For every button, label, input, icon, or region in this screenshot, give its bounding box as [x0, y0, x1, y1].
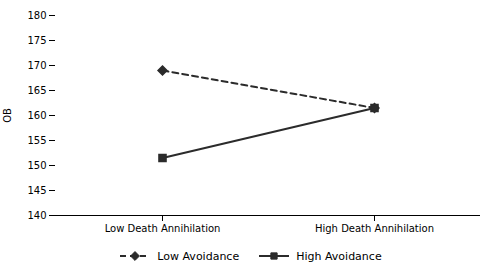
svg-text:165: 165: [27, 85, 46, 96]
svg-text:160: 160: [27, 110, 46, 121]
svg-text:140: 140: [27, 210, 46, 221]
svg-text:OB: OB: [2, 108, 13, 123]
svg-text:180: 180: [27, 10, 46, 21]
html-text:High Avoidance: High Avoidance: [296, 249, 382, 263]
svg-text:155: 155: [27, 135, 46, 146]
svg-text:145: 145: [27, 185, 46, 196]
svg-text:175: 175: [27, 35, 46, 46]
svg-text:170: 170: [27, 60, 46, 71]
svg-text:150: 150: [27, 160, 46, 171]
svg-text:Low Death Annihilation: Low Death Annihilation: [105, 223, 221, 234]
svg-text:High Death Annihilation: High Death Annihilation: [315, 223, 434, 234]
html-text:Low Avoidance: Low Avoidance: [157, 249, 240, 263]
